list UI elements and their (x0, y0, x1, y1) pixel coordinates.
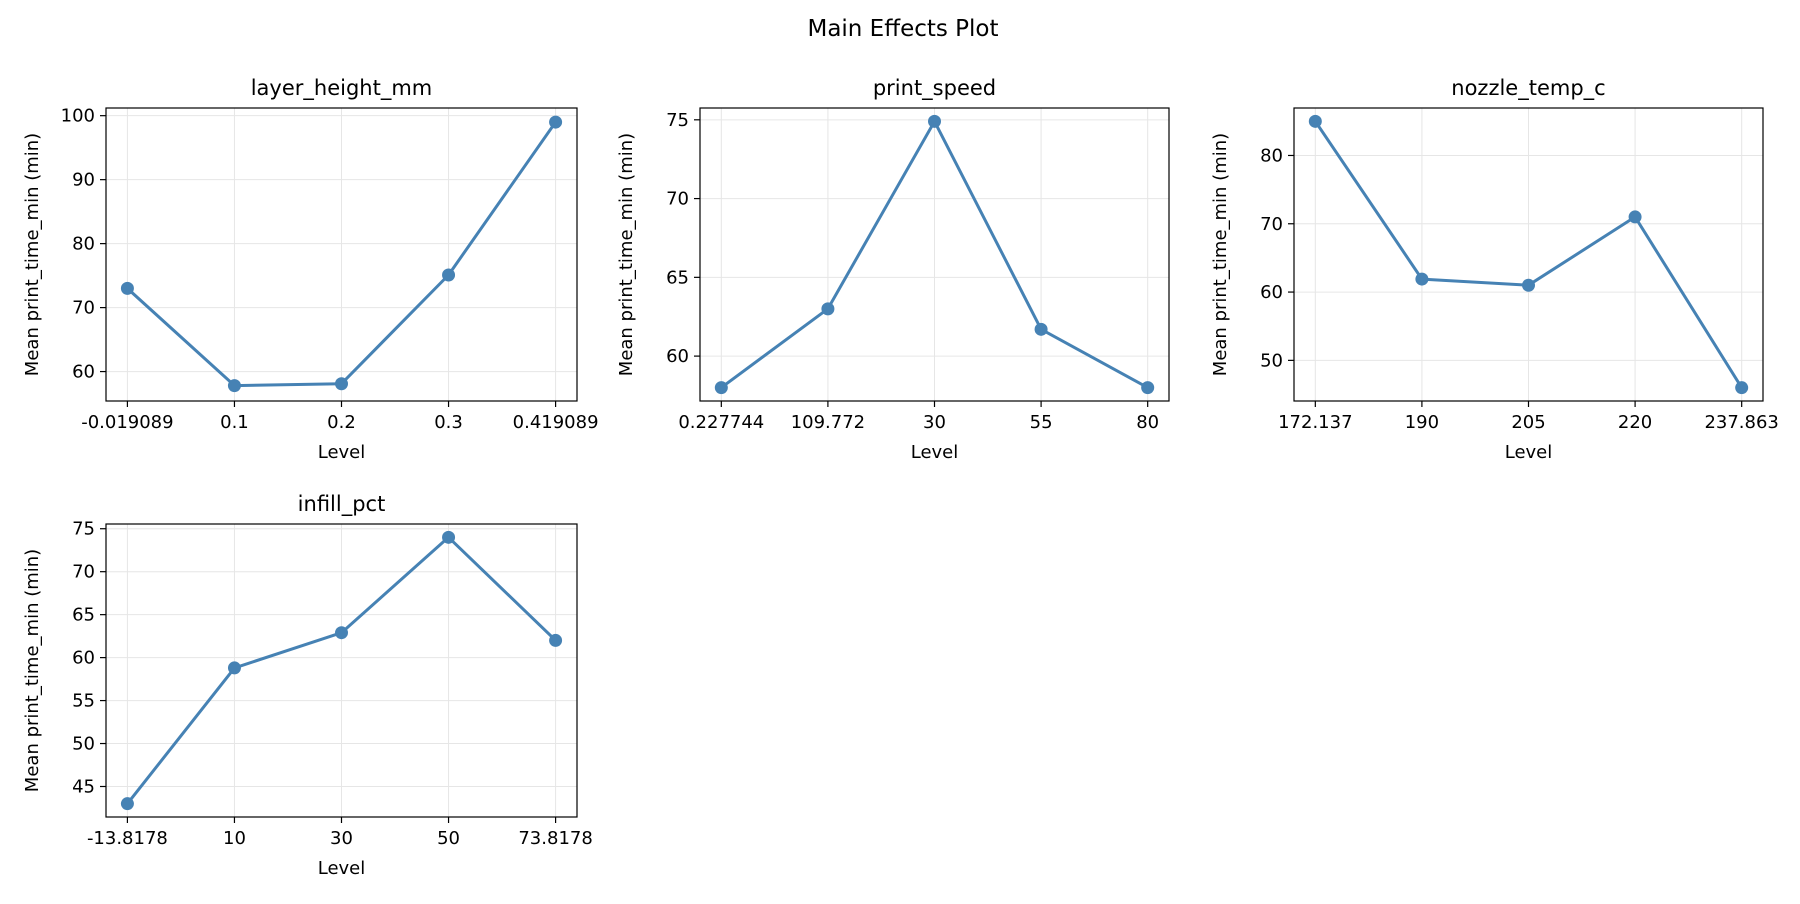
subplot-nozzle-temp-c: 172.137 190 205 220 237.863 50 60 70 80 nozzle_te… (1210, 76, 1779, 463)
y-tick-label: 80 (72, 234, 95, 255)
x-tick-label: 73.8178 (518, 828, 592, 849)
x-axis-label: Level (1505, 442, 1553, 463)
y-tick-label: 70 (1260, 214, 1283, 235)
x-tick-label: 80 (1136, 412, 1159, 433)
y-axis-label: Mean print_time_min (min) (22, 549, 43, 792)
y-tick-label: 65 (666, 267, 689, 288)
y-tick-label: 70 (666, 189, 689, 210)
data-point (227, 661, 241, 675)
x-axis-label: Level (318, 858, 366, 879)
x-tick-label: 0.2 (327, 412, 356, 433)
y-tick-label: 100 (61, 106, 95, 127)
y-tick-label: 75 (666, 110, 689, 131)
data-point (1735, 381, 1749, 395)
x-tick-label: 0.1 (220, 412, 249, 433)
data-point (335, 377, 348, 391)
x-tick-label: 0.227744 (678, 412, 764, 433)
x-tick-label: 190 (1405, 412, 1439, 433)
data-point (549, 633, 563, 647)
x-axis-label: Level (318, 442, 366, 463)
y-tick-label: 60 (666, 346, 689, 367)
data-point (1308, 114, 1322, 128)
data-point (335, 626, 348, 640)
y-axis-label: Mean print_time_min (min) (22, 133, 43, 376)
data-point (1141, 381, 1155, 395)
x-tick-label: 109.772 (791, 412, 865, 433)
x-axis-label: Level (911, 442, 959, 463)
y-axis-label: Mean print_time_min (min) (616, 133, 637, 376)
y-tick-label: 65 (72, 605, 95, 626)
y-tick-label: 60 (1260, 282, 1283, 303)
y-tick-label: 50 (72, 734, 95, 755)
x-tick-label: 0.3 (434, 412, 463, 433)
subplot-title: layer_height_mm (251, 76, 433, 101)
data-point (120, 281, 134, 295)
data-point (714, 381, 728, 395)
x-tick-label: 10 (223, 828, 246, 849)
y-tick-label: 50 (1260, 350, 1283, 371)
data-point (1034, 322, 1048, 336)
subplot-infill-pct: -13.8178 10 30 50 73.8178 45 50 55 60 65 70 75 infil… (22, 492, 593, 879)
data-point (1628, 210, 1642, 224)
x-tick-label: 172.137 (1278, 412, 1352, 433)
x-tick-label: 205 (1511, 412, 1545, 433)
y-tick-label: 55 (72, 691, 95, 712)
data-point (549, 115, 563, 129)
figure-title: Main Effects Plot (807, 16, 998, 42)
subplot-title: nozzle_temp_c (1451, 76, 1605, 101)
y-tick-label: 80 (1260, 145, 1283, 166)
x-tick-label: 50 (437, 828, 460, 849)
data-point (120, 797, 134, 811)
x-tick-label: 30 (923, 412, 946, 433)
x-tick-label: 237.863 (1704, 412, 1778, 433)
data-point (1522, 278, 1535, 292)
y-tick-label: 75 (72, 519, 95, 540)
data-point (227, 379, 241, 393)
x-tick-label: 0.419089 (513, 412, 599, 433)
y-tick-label: 70 (72, 562, 95, 583)
x-tick-label: 55 (1030, 412, 1053, 433)
x-tick-label: 30 (330, 828, 353, 849)
y-tick-label: 60 (72, 362, 95, 383)
subplot-title: infill_pct (298, 492, 386, 517)
x-tick-label: 220 (1618, 412, 1652, 433)
x-tick-label: -0.019089 (81, 412, 173, 433)
y-axis-label: Mean print_time_min (min) (1210, 133, 1231, 376)
subplot-print-speed: 0.227744 109.772 30 55 80 60 65 70 75 print_speed… (616, 76, 1170, 463)
data-point (442, 268, 456, 282)
data-point (1415, 272, 1429, 286)
y-tick-label: 70 (72, 298, 95, 319)
y-tick-label: 45 (72, 776, 95, 797)
subplot-layer-height-mm: -0.019089 0.1 0.2 0.3 0.419089 60 70 80 90 100 lay… (22, 76, 599, 463)
y-tick-label: 60 (72, 648, 95, 669)
data-point (821, 302, 835, 316)
x-tick-label: -13.8178 (87, 828, 168, 849)
subplot-title: print_speed (873, 76, 996, 101)
data-point (928, 114, 941, 128)
y-tick-label: 90 (72, 170, 95, 191)
data-point (442, 530, 456, 544)
